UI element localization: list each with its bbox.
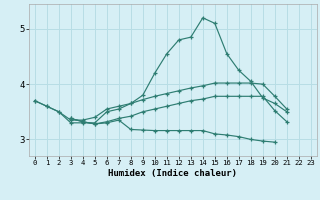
X-axis label: Humidex (Indice chaleur): Humidex (Indice chaleur)	[108, 169, 237, 178]
